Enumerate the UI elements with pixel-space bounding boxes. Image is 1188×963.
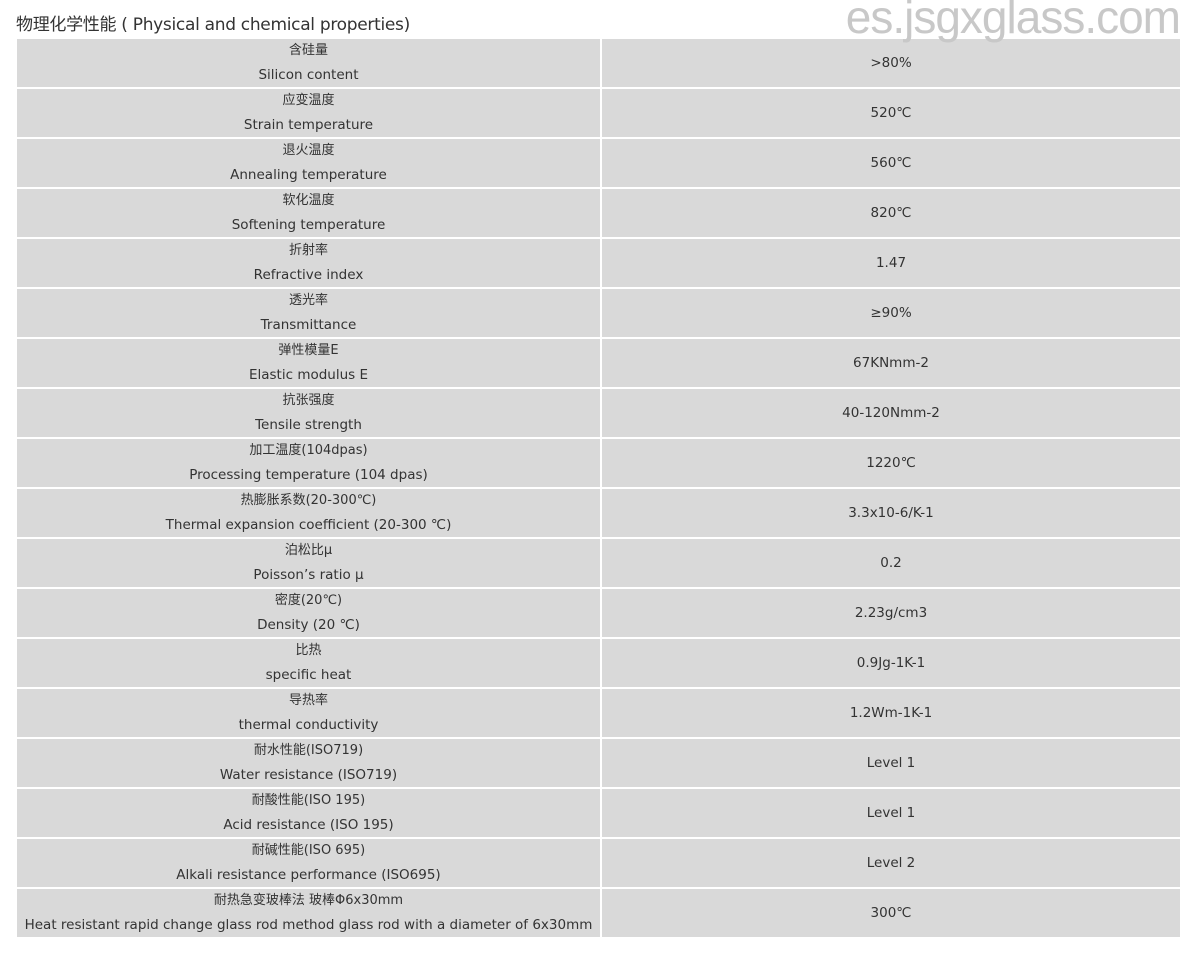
property-name-en: Thermal expansion coefficient (20-300 ℃) [165,517,452,533]
table-row: 导热率 thermal conductivity 1.2Wm-1K-1 [15,687,1182,739]
property-name-zh: 含硅量 [288,43,328,58]
property-name-en: Elastic modulus E [248,367,369,383]
property-name-zh: 耐热急变玻棒法 玻棒Φ6x30mm [213,893,404,908]
property-value: 820℃ [600,187,1182,239]
property-name-en: Density (20 ℃) [257,617,360,633]
property-name: 耐碱性能(ISO 695) Alkali resistance performan… [15,837,602,889]
property-name-en: Transmittance [260,317,357,333]
property-name-zh: 比热 [295,643,322,658]
property-name-zh: 密度(20℃) [274,593,343,608]
table-row: 耐水性能(ISO719) Water resistance (ISO719) Lev… [15,737,1182,789]
property-name: 加工温度(104dpas) Processing temperature (104… [15,437,602,489]
properties-table: 含硅量 Silicon content >80% 应变温度 Strain tempera… [15,37,1182,939]
property-name: 比热 specific heat [15,637,602,689]
property-value: 1.47 [600,237,1182,289]
property-value: >80% [600,37,1182,89]
property-value: 0.9Jg-1K-1 [600,637,1182,689]
property-name-zh: 退火温度 [282,143,335,158]
property-name-en: Processing temperature (104 dpas) [189,467,428,483]
property-name-zh: 耐水性能(ISO719) [253,743,364,758]
table-row: 弹性模量E Elastic modulus E 67KNmm-2 [15,337,1182,389]
property-name-en: Silicon content [258,67,359,83]
property-value: 520℃ [600,87,1182,139]
property-name: 密度(20℃) Density (20 ℃) [15,587,602,639]
property-name-zh: 软化温度 [282,193,335,208]
watermark: es.jsgxglass.com [845,0,1181,43]
property-value: 560℃ [600,137,1182,189]
property-name-en: Water resistance (ISO719) [219,767,398,783]
property-name-zh: 热膨胀系数(20-300℃) [240,493,377,508]
property-name: 耐热急变玻棒法 玻棒Φ6x30mm Heat resistant rapid ch… [15,887,602,939]
property-name: 折射率 Refractive index [15,237,602,289]
property-value: 3.3x10-6/K-1 [600,487,1182,539]
property-name-zh: 导热率 [288,693,328,708]
property-name: 应变温度 Strain temperature [15,87,602,139]
property-name-zh: 耐碱性能(ISO 695) [251,843,366,858]
table-row: 耐热急变玻棒法 玻棒Φ6x30mm Heat resistant rapid ch… [15,887,1182,939]
table-row: 含硅量 Silicon content >80% [15,37,1182,89]
property-name-en: Poisson’s ratio μ [253,567,364,583]
property-name-en: Annealing temperature [230,167,387,183]
table-row: 加工温度(104dpas) Processing temperature (104… [15,437,1182,489]
property-name: 耐酸性能(ISO 195) Acid resistance (ISO 195) [15,787,602,839]
property-name-zh: 泊松比μ [284,543,333,558]
table-row: 泊松比μ Poisson’s ratio μ 0.2 [15,537,1182,589]
property-value: 1.2Wm-1K-1 [600,687,1182,739]
property-name: 泊松比μ Poisson’s ratio μ [15,537,602,589]
property-name: 导热率 thermal conductivity [15,687,602,739]
property-name-zh: 透光率 [288,293,328,308]
property-name-en: thermal conductivity [238,717,379,733]
property-value: Level 2 [600,837,1182,889]
table-row: 折射率 Refractive index 1.47 [15,237,1182,289]
property-name: 热膨胀系数(20-300℃) Thermal expansion coeffici… [15,487,602,539]
property-name-en: Softening temperature [231,217,386,233]
property-name-zh: 应变温度 [282,93,335,108]
property-value: ≥90% [600,287,1182,339]
property-value: 0.2 [600,537,1182,589]
table-row: 密度(20℃) Density (20 ℃) 2.23g/cm3 [15,587,1182,639]
property-name: 退火温度 Annealing temperature [15,137,602,189]
property-value: 67KNmm-2 [600,337,1182,389]
table-row: 比热 specific heat 0.9Jg-1K-1 [15,637,1182,689]
property-name: 含硅量 Silicon content [15,37,602,89]
table-row: 应变温度 Strain temperature 520℃ [15,87,1182,139]
property-name-en: Strain temperature [243,117,374,133]
property-name-zh: 折射率 [288,243,328,258]
property-name-en: Acid resistance (ISO 195) [223,817,394,833]
property-name-en: Tensile strength [255,417,362,433]
table-row: 退火温度 Annealing temperature 560℃ [15,137,1182,189]
property-name: 软化温度 Softening temperature [15,187,602,239]
property-name-en: Refractive index [253,267,364,283]
property-name-zh: 耐酸性能(ISO 195) [251,793,366,808]
table-row: 软化温度 Softening temperature 820℃ [15,187,1182,239]
property-name-zh: 抗张强度 [282,393,335,408]
table-row: 抗张强度 Tensile strength 40-120Nmm-2 [15,387,1182,439]
property-name-en: Alkali resistance performance (ISO695) [176,867,441,883]
property-name-zh: 弹性模量E [278,343,339,358]
property-value: Level 1 [600,737,1182,789]
property-name: 抗张强度 Tensile strength [15,387,602,439]
property-value: 300℃ [600,887,1182,939]
property-name: 弹性模量E Elastic modulus E [15,337,602,389]
property-value: 2.23g/cm3 [600,587,1182,639]
property-value: 1220℃ [600,437,1182,489]
section-title: 物理化学性能 ( Physical and chemical propertie… [16,15,410,35]
table-row: 透光率 Transmittance ≥90% [15,287,1182,339]
property-name-zh: 加工温度(104dpas) [249,443,368,458]
property-name: 透光率 Transmittance [15,287,602,339]
property-value: 40-120Nmm-2 [600,387,1182,439]
table-row: 耐酸性能(ISO 195) Acid resistance (ISO 195) Le… [15,787,1182,839]
property-name: 耐水性能(ISO719) Water resistance (ISO719) [15,737,602,789]
table-row: 热膨胀系数(20-300℃) Thermal expansion coeffici… [15,487,1182,539]
property-name-en: specific heat [265,667,352,683]
property-value: Level 1 [600,787,1182,839]
property-name-en: Heat resistant rapid change glass rod me… [24,917,593,933]
table-row: 耐碱性能(ISO 695) Alkali resistance performan… [15,837,1182,889]
